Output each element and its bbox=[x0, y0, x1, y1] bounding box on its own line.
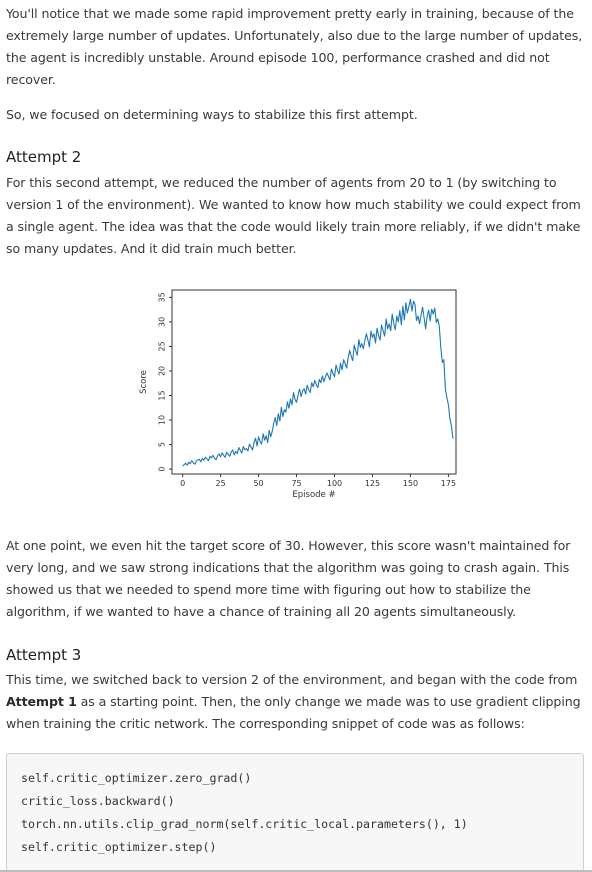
x-tick-label: 175 bbox=[441, 479, 456, 488]
x-tick-label: 125 bbox=[365, 479, 380, 488]
x-axis-label: Episode # bbox=[292, 490, 335, 500]
x-tick-label: 100 bbox=[327, 479, 342, 488]
x-tick-label: 75 bbox=[291, 479, 301, 488]
y-tick-label: 25 bbox=[158, 341, 167, 351]
code-line: self.critic_optimizer.step() bbox=[21, 836, 583, 859]
attempt-2-heading: Attempt 2 bbox=[6, 148, 81, 166]
y-tick-label: 35 bbox=[158, 292, 167, 302]
x-tick-label: 150 bbox=[403, 479, 418, 488]
x-tick-label: 50 bbox=[253, 479, 263, 488]
y-tick-label: 15 bbox=[158, 390, 167, 400]
score-series-line bbox=[183, 299, 453, 466]
y-tick-label: 20 bbox=[158, 366, 167, 376]
code-block[interactable]: self.critic_optimizer.zero_grad() critic… bbox=[6, 753, 584, 872]
code-line: self.critic_optimizer.zero_grad() bbox=[21, 767, 583, 790]
attempt-3-paragraph: This time, we switched back to version 2… bbox=[6, 669, 586, 735]
result-paragraph: At one point, we even hit the target sco… bbox=[6, 535, 586, 623]
x-tick-label: 25 bbox=[216, 479, 226, 488]
attempt-3-text-pre: This time, we switched back to version 2… bbox=[6, 672, 577, 687]
code-line: critic_loss.backward() bbox=[21, 790, 583, 813]
score-chart-svg: 0 25 50 75 100 125 150 175 0 5 10 15 20 25 30 35 Episode… bbox=[126, 282, 466, 512]
code-line: torch.nn.utils.clip_grad_norm(self.criti… bbox=[21, 813, 583, 836]
attempt-2-paragraph: For this second attempt, we reduced the … bbox=[6, 172, 586, 260]
score-chart: 0 25 50 75 100 125 150 175 0 5 10 15 20 25 30 35 Episode… bbox=[126, 282, 466, 512]
attempt-1-reference: Attempt 1 bbox=[6, 694, 77, 709]
y-axis-label: Score bbox=[139, 370, 149, 394]
y-tick-label: 30 bbox=[158, 317, 167, 327]
focus-paragraph: So, we focused on determining ways to st… bbox=[6, 104, 586, 126]
attempt-3-heading: Attempt 3 bbox=[6, 646, 81, 664]
y-tick-label: 5 bbox=[158, 442, 167, 447]
x-tick-label: 0 bbox=[180, 479, 185, 488]
y-tick-label: 10 bbox=[158, 415, 167, 425]
intro-paragraph: You'll notice that we made some rapid im… bbox=[6, 3, 586, 91]
y-tick-label: 0 bbox=[158, 467, 167, 472]
attempt-3-text-post: as a starting point. Then, the only chan… bbox=[6, 694, 581, 731]
